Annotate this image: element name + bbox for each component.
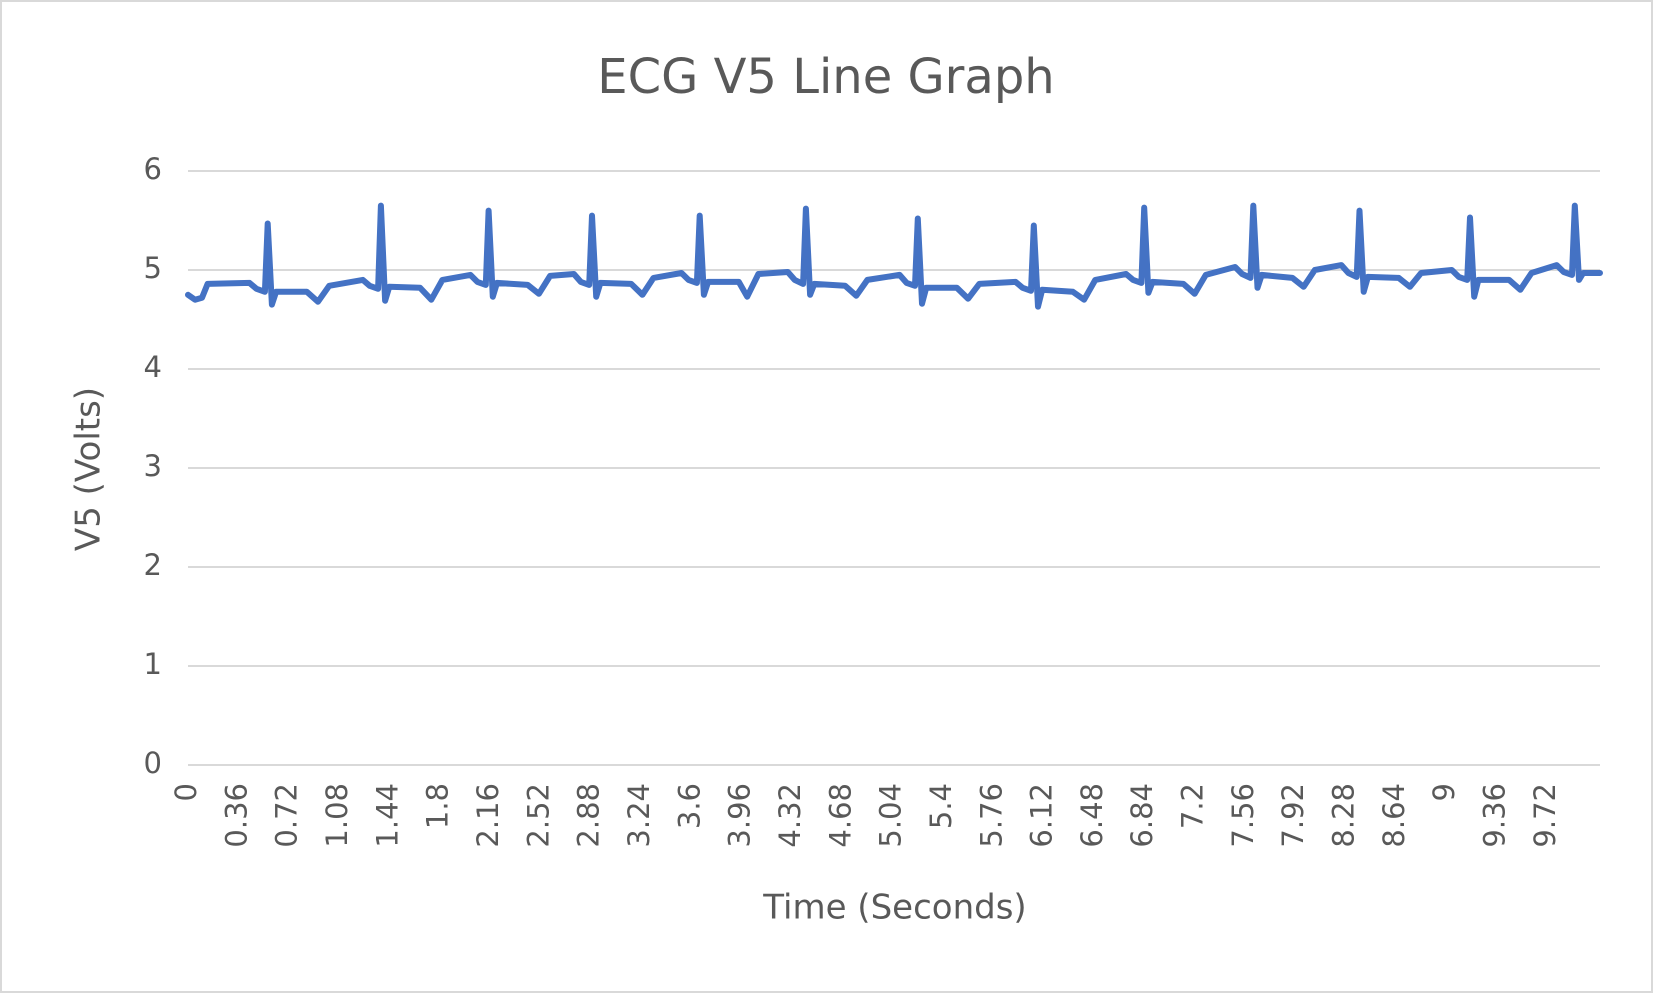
x-tick-label: 4.32 [773,783,807,848]
x-tick-label: 3.6 [672,783,706,829]
y-tick-label: 3 [144,449,162,483]
y-tick-label: 2 [144,548,162,582]
x-tick-label: 8.64 [1377,783,1411,848]
x-tick-label: 0 [169,783,203,801]
x-tick-label: 3.96 [723,783,757,848]
y-tick-label: 5 [144,251,162,285]
x-tick-label: 0.36 [219,783,253,848]
x-tick-label: 7.92 [1276,783,1310,848]
y-axis-title: V5 (Volts) [69,387,109,551]
x-tick-label: 5.4 [924,783,958,829]
x-tick-label: 0.72 [270,783,304,848]
x-tick-label: 5.04 [874,783,908,848]
x-tick-label: 7.56 [1226,783,1260,848]
x-tick-label: 2.88 [572,783,606,848]
y-tick-label: 4 [144,350,162,384]
x-tick-label: 9.36 [1478,783,1512,848]
y-tick-label: 1 [144,647,162,681]
x-tick-label: 6.84 [1125,783,1159,848]
x-tick-label: 6.48 [1075,783,1109,848]
data-line [185,202,1603,310]
x-tick-label: 5.76 [974,783,1008,848]
x-tick-label: 4.68 [823,783,857,848]
x-tick-label: 3.24 [622,783,656,848]
x-tick-label: 7.2 [1176,783,1210,829]
x-tick-label: 2.52 [521,783,555,848]
x-tick-label: 1.44 [370,783,404,848]
x-tick-label: 9 [1427,783,1461,801]
x-tick-label: 1.8 [421,783,455,829]
x-tick-label: 8.28 [1327,783,1361,848]
y-tick-label: 0 [144,746,162,780]
y-tick-label: 6 [144,152,162,186]
x-tick-label: 6.12 [1025,783,1059,848]
x-tick-label: 1.08 [320,783,354,848]
x-tick-label: 2.16 [471,783,505,848]
chart-title: ECG V5 Line Graph [597,49,1054,105]
x-axis-title: Time (Seconds) [762,888,1026,928]
x-tick-label: 9.72 [1528,783,1562,848]
